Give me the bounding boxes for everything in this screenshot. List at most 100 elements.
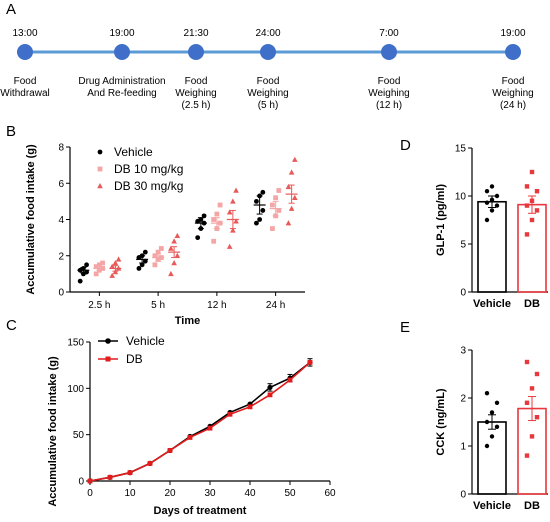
panel-b-data-point xyxy=(260,189,266,195)
timeline-time-label: 19:00 xyxy=(500,28,525,39)
panel-d-y-axis-title: GLP-1 (pg/ml) xyxy=(435,184,447,256)
panel-b-data-point xyxy=(174,252,181,258)
panel-c-series-line xyxy=(89,361,311,482)
panel-b-data-point xyxy=(142,249,148,255)
panel-b-data-point xyxy=(292,194,298,200)
panel-b-data-point xyxy=(93,264,99,270)
timeline-event-label: Food xyxy=(185,76,208,87)
panel-e-data-point xyxy=(534,415,540,420)
panel-b-data-point xyxy=(174,232,181,239)
timeline-node xyxy=(505,44,521,60)
panel-b-data-point xyxy=(77,278,83,284)
panel-e-y-tick-label: 2 xyxy=(460,394,466,405)
panel-b-y-tick-label: 4 xyxy=(58,215,64,226)
panel-c-y-tick-label: 100 xyxy=(67,384,84,395)
panel-c-y-axis-title: Accumulative food intake (g) xyxy=(47,356,59,507)
panel-d-data-point xyxy=(484,217,490,223)
panel-e-y-tick-label: 0 xyxy=(460,490,466,501)
timeline-node xyxy=(260,44,276,60)
panel-d-data-point xyxy=(484,189,490,194)
panel-b-data-point xyxy=(115,256,122,262)
panel-e-x-tick-label: Vehicle xyxy=(473,500,511,512)
panel-d-y-tick-label: 5 xyxy=(460,240,466,251)
panel-e-data-point xyxy=(524,453,530,458)
panel-b-data-point xyxy=(93,271,99,277)
panel-d-data-point xyxy=(494,203,500,208)
panel-letter-E: E xyxy=(400,319,410,336)
timeline-event-label: Weighing xyxy=(175,88,217,99)
panel-e-data-point xyxy=(494,400,500,405)
panel-b-legend-label: Vehicle xyxy=(114,145,153,159)
timeline-event-label: Drug Administration xyxy=(78,76,165,87)
panel-b-data-point xyxy=(211,217,217,222)
timeline-event-label: Food xyxy=(378,76,401,87)
panel-c-y-tick-label: 50 xyxy=(73,430,85,441)
panel-c-data-point xyxy=(227,411,233,417)
timeline-time-label: 13:00 xyxy=(12,28,37,39)
timeline-time-label: 24:00 xyxy=(255,28,280,39)
panel-e-data-point xyxy=(489,434,495,439)
timeline-time-label: 21:30 xyxy=(183,28,208,39)
timeline-event-label: Weighing xyxy=(492,88,534,99)
timeline-event-label: Weighing xyxy=(247,88,289,99)
panel-d-data-point xyxy=(529,169,535,175)
timeline-event-label: (2.5 h) xyxy=(182,100,211,111)
panel-c-data-point xyxy=(267,392,273,398)
panel-d-data-point xyxy=(524,184,530,189)
panel-d-y-tick-label: 10 xyxy=(455,192,467,203)
panel-c-data-point xyxy=(127,470,133,476)
panel-b-data-point xyxy=(139,262,145,268)
timeline-node xyxy=(17,44,33,60)
panel-b-data-point xyxy=(217,202,223,208)
panel-d-data-point xyxy=(529,217,535,223)
panel-letter-A: A xyxy=(6,1,16,18)
panel-d-bar xyxy=(517,203,547,293)
panel-b-data-point xyxy=(273,195,279,201)
panel-c-legend-label: Vehicle xyxy=(126,334,165,348)
timeline-event-label: Food xyxy=(14,76,37,87)
panel-c-x-tick-label: 10 xyxy=(124,488,136,499)
panel-b-data-point xyxy=(230,227,236,233)
panel-b-x-tick-label: 2.5 h xyxy=(88,300,110,311)
timeline-node xyxy=(381,44,397,60)
panel-letter-D: D xyxy=(400,137,411,154)
panel-c-data-point xyxy=(107,474,113,480)
panel-b-legend-label: DB 30 mg/kg xyxy=(114,179,183,193)
panel-b-data-point xyxy=(109,272,115,278)
panel-b-data-point xyxy=(260,208,266,213)
panel-b-data-point xyxy=(109,263,115,269)
panel-b-data-point xyxy=(233,218,239,224)
timeline-event-label: Food xyxy=(502,76,525,87)
panel-b-data-point xyxy=(171,260,177,266)
panel-b-data-point xyxy=(270,226,275,231)
panel-e-data-point xyxy=(484,391,490,396)
panel-c-data-point xyxy=(87,478,93,484)
panel-b-x-tick-label: 12 h xyxy=(207,300,226,311)
panel-b-x-tick-label: 5 h xyxy=(151,300,165,311)
panel-b-data-point xyxy=(158,246,164,251)
panel-b-data-point xyxy=(288,205,295,211)
panel-b-data-point xyxy=(230,198,236,204)
panel-c-series-line xyxy=(89,361,311,482)
panel-b-data-point xyxy=(276,188,282,193)
timeline-event-label: (5 h) xyxy=(258,100,279,111)
panel-b-data-point xyxy=(112,269,119,275)
panel-b-data-point xyxy=(254,220,259,226)
timeline-event-label: Withdrawal xyxy=(0,88,49,99)
panel-b-data-point xyxy=(152,262,158,268)
panel-b-y-tick-label: 2 xyxy=(58,251,64,262)
panel-b-y-tick-label: 8 xyxy=(58,143,64,154)
panel-b-data-point xyxy=(84,262,89,268)
panel-b-legend-label: DB 10 mg/kg xyxy=(114,162,183,176)
panel-d-y-tick-label: 15 xyxy=(455,144,467,155)
panel-c-x-tick-label: 40 xyxy=(244,488,256,499)
panel-b-data-point xyxy=(201,213,207,219)
panel-c-y-tick-label: 0 xyxy=(78,477,84,488)
panel-c-x-axis-title: Days of treatment xyxy=(154,505,247,517)
panel-e-data-point xyxy=(524,400,530,405)
panel-b-legend-marker xyxy=(97,149,103,155)
panel-b-data-point xyxy=(285,220,292,226)
panel-d-data-point xyxy=(524,203,530,208)
panel-b-data-point xyxy=(226,209,233,215)
panel-b-data-point xyxy=(292,156,298,162)
